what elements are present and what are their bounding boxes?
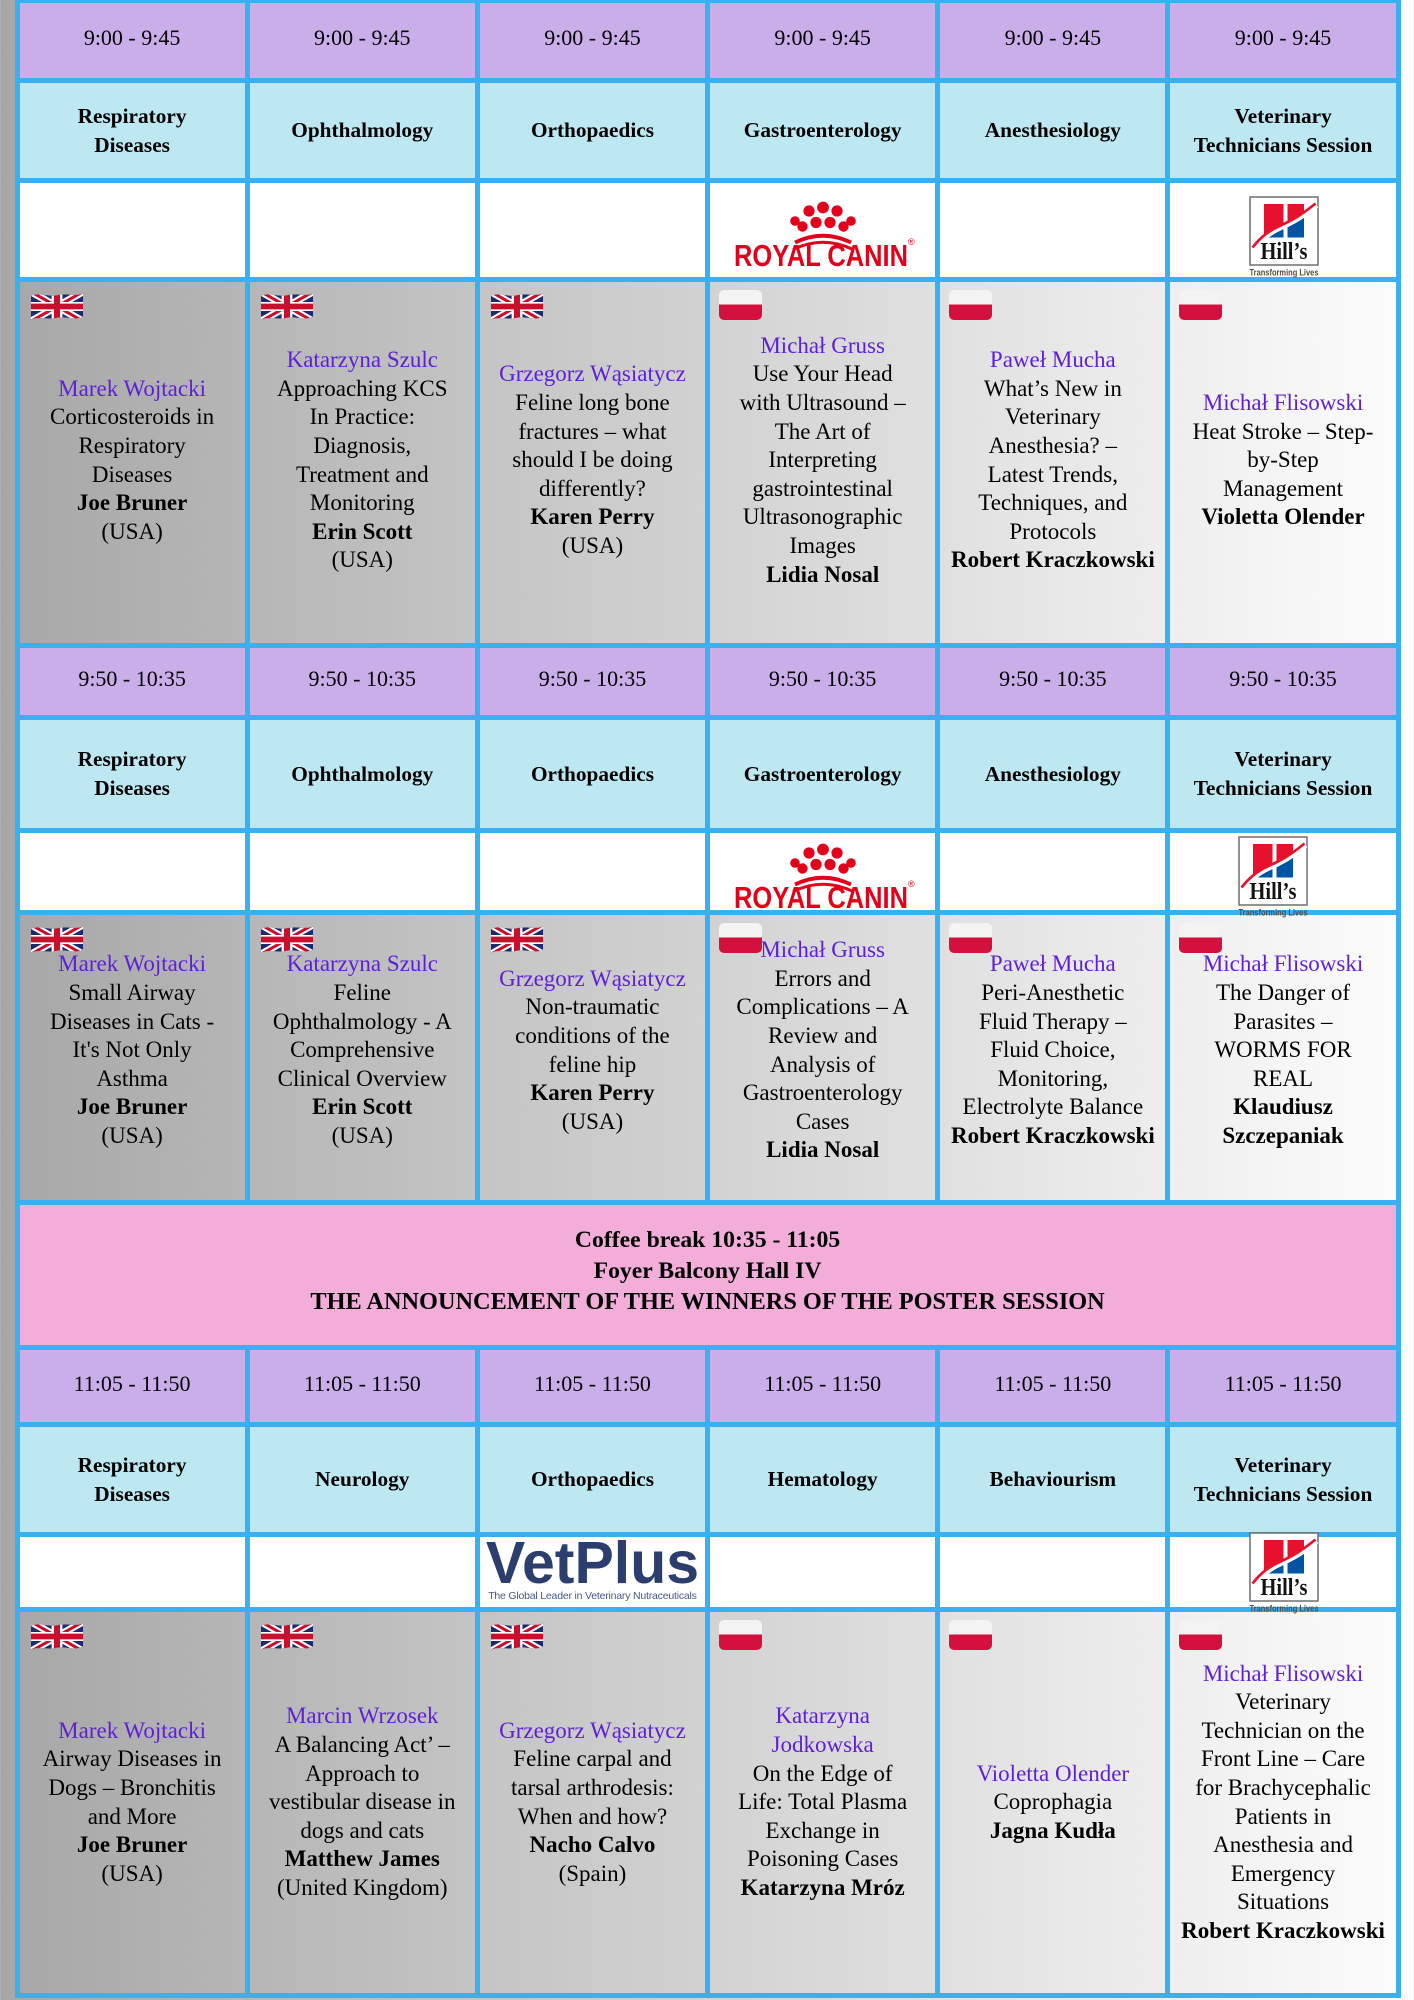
svg-text:®: ® <box>908 879 915 889</box>
svg-text:Hill’s: Hill’s <box>1261 1575 1308 1601</box>
svg-text:®: ® <box>908 237 915 247</box>
svg-text:ROYAL CANIN: ROYAL CANIN <box>734 238 908 268</box>
svg-text:ROYAL CANIN: ROYAL CANIN <box>734 880 908 910</box>
svg-text:Hill’s: Hill’s <box>1250 879 1297 905</box>
svg-text:Transforming Lives: Transforming Lives <box>1250 268 1319 278</box>
svg-text:Hill’s: Hill’s <box>1261 239 1308 265</box>
svg-text:Transforming Lives: Transforming Lives <box>1250 1604 1319 1614</box>
svg-text:Transforming Lives: Transforming Lives <box>1239 908 1308 918</box>
